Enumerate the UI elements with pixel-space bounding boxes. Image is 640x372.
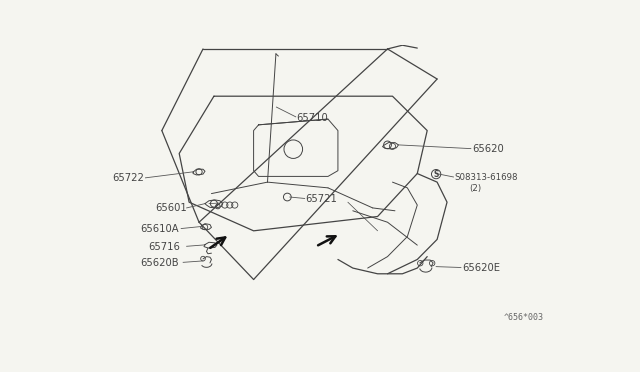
Text: 65716: 65716 bbox=[148, 241, 180, 251]
Text: (2): (2) bbox=[469, 184, 481, 193]
Text: S08313-61698: S08313-61698 bbox=[454, 173, 518, 182]
Text: ^656*003: ^656*003 bbox=[504, 313, 544, 322]
Text: S: S bbox=[433, 170, 439, 179]
Text: 65610A: 65610A bbox=[141, 224, 179, 234]
Text: 65601: 65601 bbox=[156, 203, 187, 214]
Text: 65710: 65710 bbox=[296, 113, 328, 123]
Text: 65620E: 65620E bbox=[462, 263, 500, 273]
Text: 65722: 65722 bbox=[112, 173, 144, 183]
Text: 65620B: 65620B bbox=[141, 258, 179, 268]
Text: 65620: 65620 bbox=[472, 144, 504, 154]
Text: 65721: 65721 bbox=[306, 194, 337, 204]
